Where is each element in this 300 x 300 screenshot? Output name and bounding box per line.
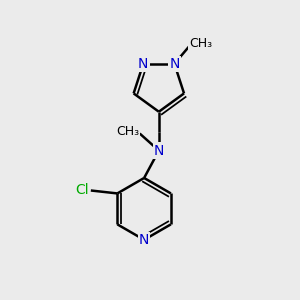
Text: CH₃: CH₃ xyxy=(116,125,139,138)
Text: N: N xyxy=(139,233,149,247)
Text: N: N xyxy=(154,144,164,158)
Text: Cl: Cl xyxy=(75,184,89,197)
Text: N: N xyxy=(169,57,180,71)
Text: N: N xyxy=(138,57,148,71)
Text: CH₃: CH₃ xyxy=(189,37,212,50)
